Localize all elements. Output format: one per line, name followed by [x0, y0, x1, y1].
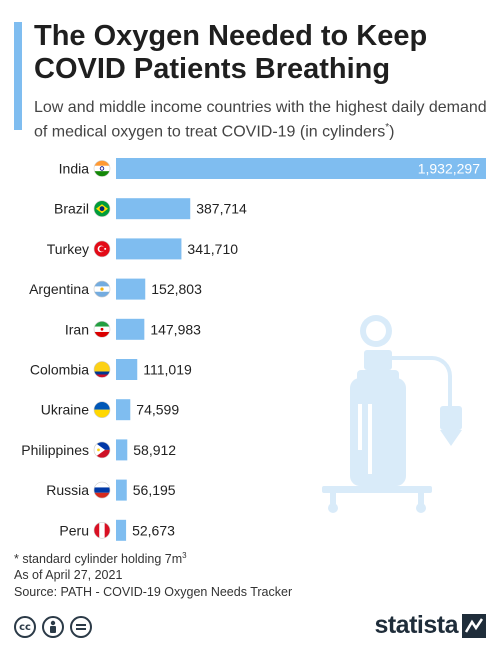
- turkey-flag-icon: [94, 240, 110, 257]
- value-label: 74,599: [136, 402, 179, 418]
- bar: [116, 318, 145, 340]
- chart-subtitle: Low and middle income countries with the…: [34, 98, 494, 142]
- value-label: 147,983: [150, 321, 201, 337]
- subtitle-text: Low and middle income countries with the…: [34, 99, 487, 141]
- footer: cc statista: [0, 603, 500, 654]
- iran-flag-icon: [94, 321, 110, 338]
- cc-icon[interactable]: cc: [14, 616, 36, 638]
- bar: [116, 519, 127, 541]
- flag-outline: [93, 280, 111, 298]
- value-label: 387,714: [196, 201, 247, 217]
- category-label: Argentina: [29, 281, 89, 297]
- by-icon[interactable]: [42, 616, 64, 638]
- philippines-flag-icon: [94, 441, 110, 458]
- footnote-text: * standard cylinder holding 7m: [14, 552, 183, 567]
- statista-mark-icon: [462, 613, 486, 638]
- russia-flag-icon: [94, 482, 110, 499]
- colombia-flag-icon: [94, 361, 110, 378]
- chart-title: The Oxygen Needed to Keep COVID Patients…: [34, 20, 428, 85]
- category-label: Turkey: [47, 241, 89, 257]
- bar: [116, 158, 486, 179]
- license-icons: cc: [14, 616, 92, 638]
- bar: [116, 399, 131, 421]
- category-label: Brazil: [54, 201, 89, 217]
- value-label: 58,912: [133, 442, 176, 458]
- bar: [116, 278, 146, 300]
- bar-chart: India 1,932,297 Brazil 387,714 Turkey 341,710…: [21, 158, 486, 541]
- source-note: Source: PATH - COVID-19 Oxygen Needs Tra…: [14, 585, 293, 599]
- flag-outline: [93, 401, 111, 419]
- category-label: Russia: [46, 482, 89, 498]
- nd-icon[interactable]: [70, 616, 92, 638]
- category-label: Ukraine: [41, 402, 89, 418]
- category-label: India: [59, 161, 90, 177]
- bar: [116, 238, 182, 260]
- flag-outline: [93, 240, 111, 258]
- india-flag-icon: [94, 160, 110, 177]
- flag-outline: [93, 321, 111, 338]
- category-label: Philippines: [21, 442, 89, 458]
- value-label: 111,019: [143, 362, 192, 378]
- title-accent-bar: [14, 22, 22, 130]
- flag-outline: [93, 521, 111, 539]
- value-label: 152,803: [151, 281, 202, 297]
- subtitle-end: ): [389, 123, 395, 141]
- oxygen-cylinder-illustration: [322, 315, 462, 513]
- date-note: As of April 27, 2021: [14, 568, 123, 582]
- flag-outline: [93, 160, 111, 177]
- argentina-flag-icon: [94, 281, 110, 298]
- flag-outline: [93, 361, 111, 378]
- bar: [116, 439, 128, 461]
- category-label: Iran: [65, 321, 89, 337]
- subtitle-footnote-mark: *: [385, 122, 390, 133]
- footnote-superscript: 3: [182, 551, 187, 560]
- brand-name: statista: [374, 611, 458, 639]
- ukraine-flag-icon: [94, 401, 110, 418]
- category-label: Colombia: [30, 362, 89, 378]
- flag-outline: [93, 481, 111, 499]
- brazil-flag-icon: [94, 200, 110, 217]
- value-label: 1,932,297: [418, 161, 480, 177]
- bar: [116, 479, 127, 501]
- value-label: 56,195: [133, 482, 176, 498]
- bar: [116, 198, 191, 220]
- value-label: 52,673: [132, 522, 175, 538]
- peru-flag-icon: [94, 522, 110, 539]
- brand-logo[interactable]: statista: [374, 611, 486, 640]
- value-label: 341,710: [187, 241, 238, 257]
- bar: [116, 359, 138, 380]
- footnote: * standard cylinder holding 7m3: [14, 551, 187, 566]
- category-label: Peru: [59, 522, 89, 538]
- flag-outline: [93, 441, 111, 459]
- flag-outline: [93, 200, 111, 218]
